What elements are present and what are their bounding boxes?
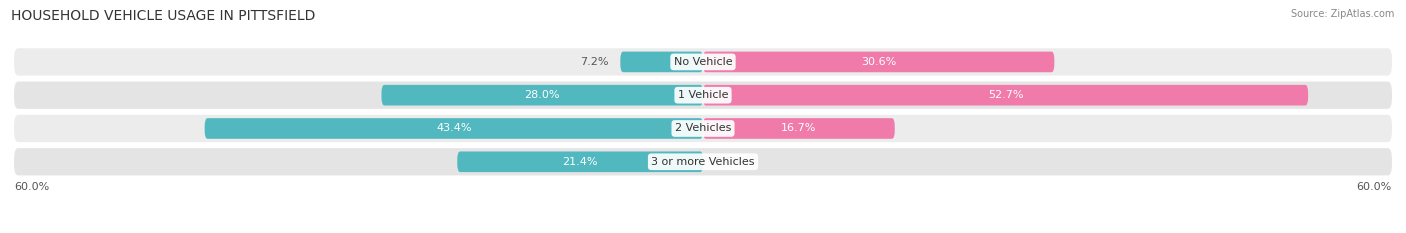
Text: 60.0%: 60.0% — [14, 182, 49, 192]
FancyBboxPatch shape — [703, 51, 1054, 72]
FancyBboxPatch shape — [703, 85, 1308, 106]
FancyBboxPatch shape — [457, 151, 703, 172]
Text: 7.2%: 7.2% — [581, 57, 609, 67]
Text: 43.4%: 43.4% — [436, 123, 471, 134]
Text: Source: ZipAtlas.com: Source: ZipAtlas.com — [1291, 9, 1395, 19]
Text: 21.4%: 21.4% — [562, 157, 598, 167]
Legend: Owner-occupied, Renter-occupied: Owner-occupied, Renter-occupied — [585, 230, 821, 233]
Text: 52.7%: 52.7% — [988, 90, 1024, 100]
Text: 2 Vehicles: 2 Vehicles — [675, 123, 731, 134]
Text: No Vehicle: No Vehicle — [673, 57, 733, 67]
Text: 28.0%: 28.0% — [524, 90, 560, 100]
FancyBboxPatch shape — [14, 148, 1392, 175]
FancyBboxPatch shape — [14, 48, 1392, 75]
Text: 3 or more Vehicles: 3 or more Vehicles — [651, 157, 755, 167]
Text: 60.0%: 60.0% — [1357, 182, 1392, 192]
Text: HOUSEHOLD VEHICLE USAGE IN PITTSFIELD: HOUSEHOLD VEHICLE USAGE IN PITTSFIELD — [11, 9, 315, 23]
Text: 30.6%: 30.6% — [860, 57, 896, 67]
FancyBboxPatch shape — [14, 82, 1392, 109]
Text: 1 Vehicle: 1 Vehicle — [678, 90, 728, 100]
FancyBboxPatch shape — [381, 85, 703, 106]
FancyBboxPatch shape — [205, 118, 703, 139]
FancyBboxPatch shape — [620, 51, 703, 72]
Text: 0.0%: 0.0% — [714, 157, 742, 167]
Text: 16.7%: 16.7% — [782, 123, 817, 134]
FancyBboxPatch shape — [703, 118, 894, 139]
FancyBboxPatch shape — [14, 115, 1392, 142]
